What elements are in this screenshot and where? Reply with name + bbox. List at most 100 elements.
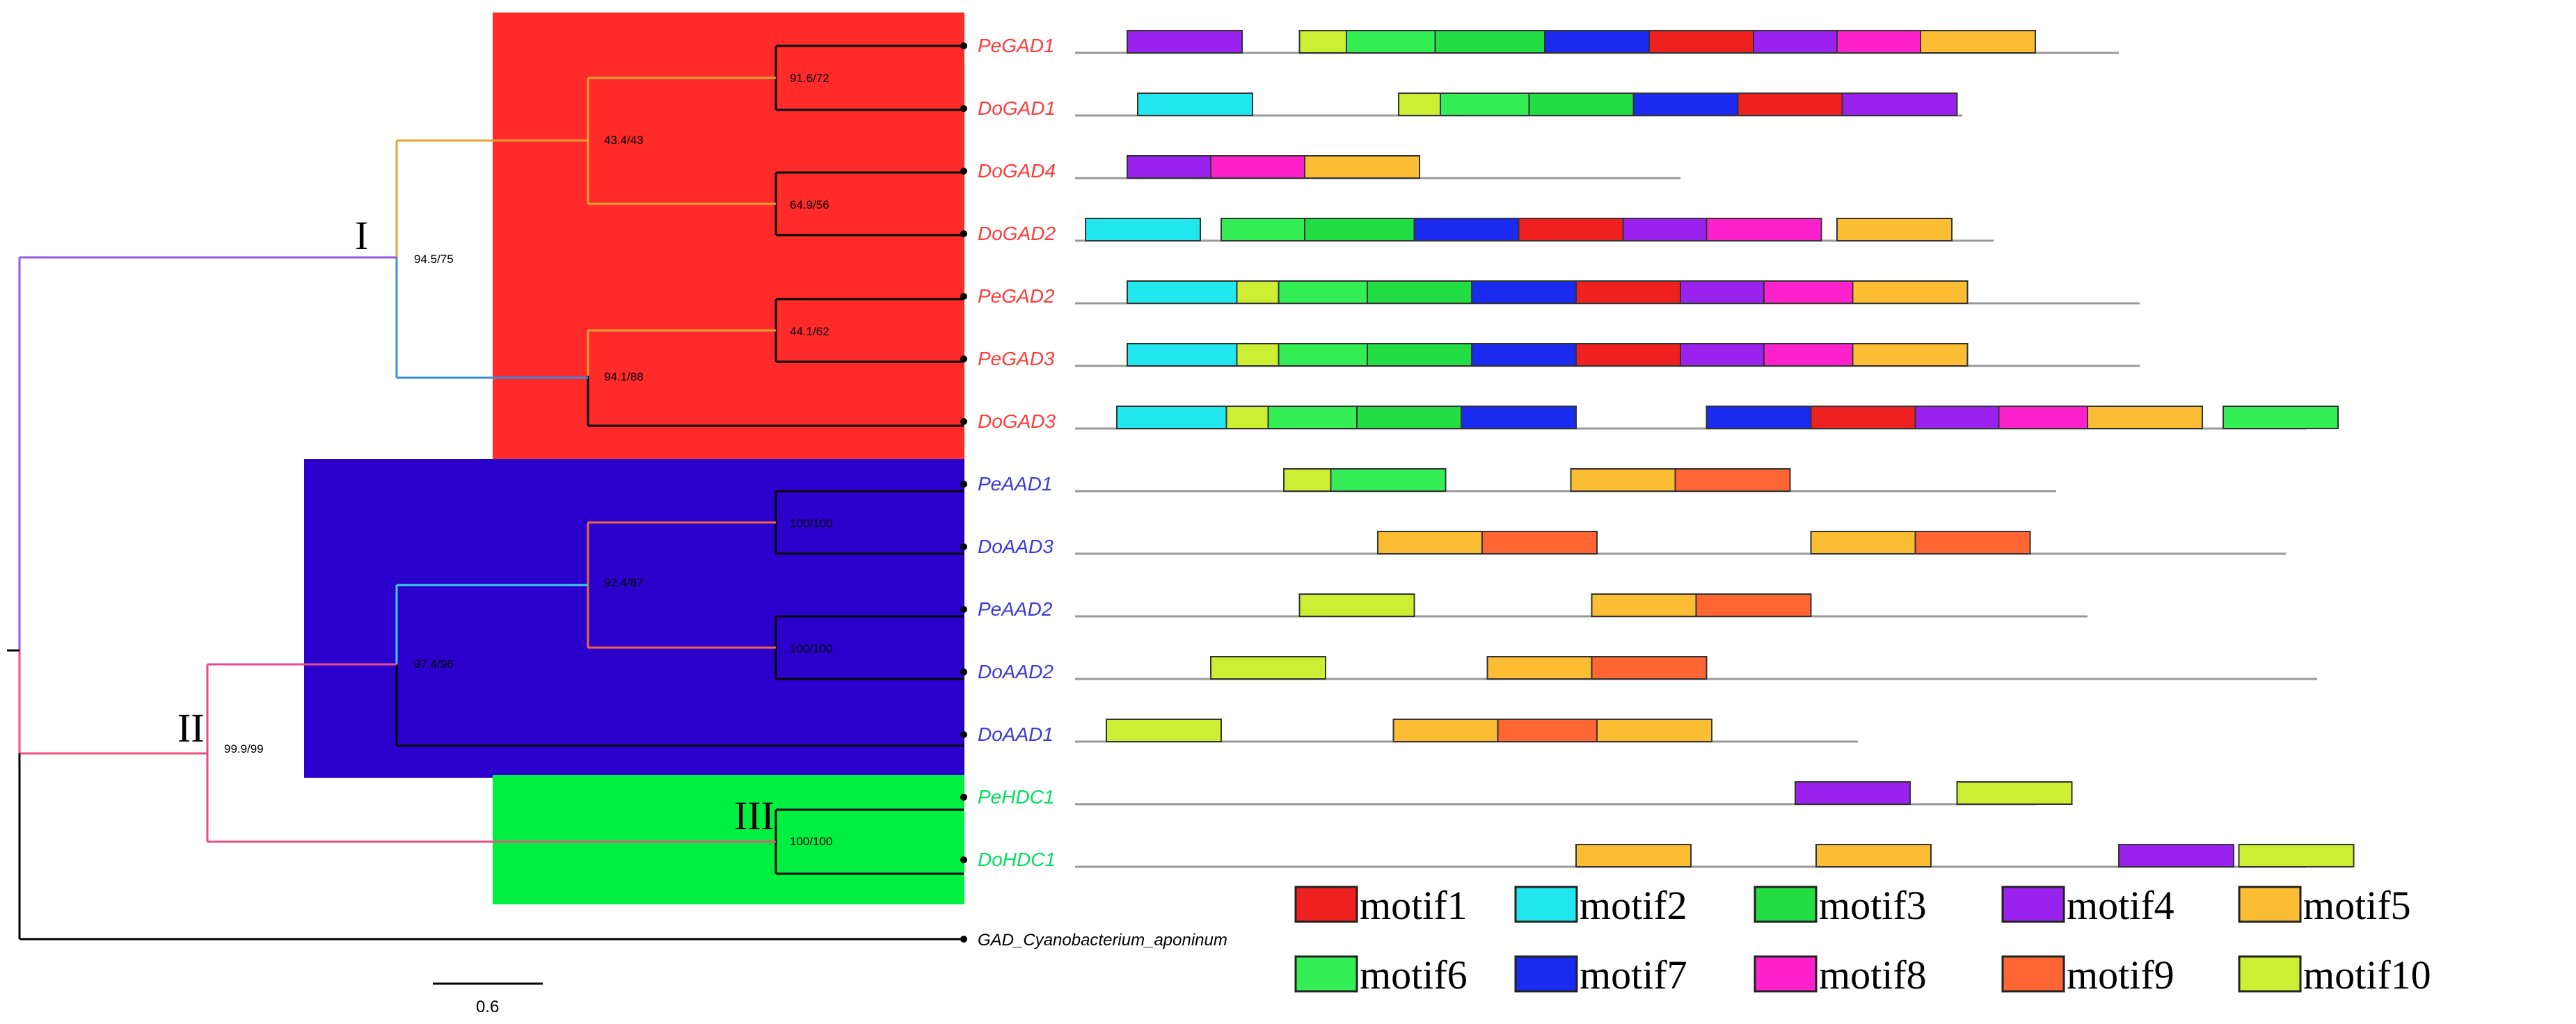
motif-block-1 — [1810, 406, 1927, 429]
motif-block-10 — [1210, 656, 1326, 680]
legend-item-motif10: motif10 — [2238, 952, 2431, 998]
motif-block-5 — [1852, 343, 1969, 367]
motif-block-3 — [1367, 280, 1483, 304]
motif-block-10 — [2238, 844, 2355, 867]
motif-legend: motif1 motif2 motif3 motif4 motif5 motif6 moti… — [1294, 883, 2431, 998]
motif-block-9 — [1591, 656, 1708, 680]
sequence-label: PeHDC1 — [978, 786, 1054, 808]
tip-dot — [960, 731, 967, 738]
clade-label-ii: II — [177, 705, 205, 751]
motif-block-1 — [1575, 343, 1692, 367]
motif-block-3 — [1367, 343, 1483, 367]
tip-dot — [960, 856, 967, 863]
motif-block-5 — [1392, 719, 1509, 742]
legend-swatch — [2001, 955, 2065, 993]
motif-block-5 — [1836, 218, 1953, 241]
sequence-label: DoHDC1 — [978, 849, 1056, 870]
sequence-label: PeGAD1 — [978, 35, 1055, 56]
motif-block-6 — [1330, 468, 1447, 492]
motif-block-5 — [1810, 531, 1927, 554]
motif-block-7 — [1632, 93, 1749, 116]
motif-block-2 — [1127, 280, 1243, 304]
support-value: 94.5/75 — [414, 253, 454, 266]
legend-swatch — [1294, 886, 1358, 923]
motif-block-1 — [1518, 218, 1635, 241]
tip-dot — [960, 606, 967, 613]
motif-block-3 — [1434, 30, 1551, 54]
sequence-label: GAD_Cyanobacterium_aponinum — [978, 931, 1227, 950]
sequence-label: DoAAD1 — [978, 723, 1054, 745]
tip-dot — [960, 543, 967, 550]
legend-label: motif6 — [1360, 952, 1468, 998]
sequence-row: DoAAD1 — [960, 719, 1858, 745]
legend-label: motif2 — [1580, 883, 1687, 928]
clade-label-i: I — [355, 213, 368, 258]
scale-bar-label: 0.6 — [476, 998, 499, 1016]
motif-block-1 — [1648, 30, 1765, 54]
motif-block-5 — [1377, 531, 1493, 554]
sequence-row: PeGAD1 — [960, 30, 2119, 56]
motif-block-9 — [1695, 593, 1812, 617]
branch-97b — [395, 664, 964, 747]
legend-item-motif7: motif7 — [1514, 952, 1687, 998]
motif-block-5 — [1570, 468, 1687, 492]
motif-block-5 — [2087, 406, 2203, 429]
tip-dot — [960, 293, 967, 300]
sequence-label: DoGAD3 — [978, 410, 1056, 432]
sequence-row: DoGAD1 — [960, 93, 1962, 119]
motif-block-8 — [1706, 218, 1822, 241]
tip-dot — [960, 794, 967, 801]
legend-item-motif4: motif4 — [2001, 883, 2175, 928]
legend-swatch — [2238, 886, 2302, 923]
motif-block-2 — [1127, 343, 1243, 367]
motif-block-7 — [1413, 218, 1530, 241]
scale-bar: 0.6 — [433, 982, 543, 1016]
support-value: 91.6/72 — [790, 72, 829, 85]
motif-block-5 — [1304, 155, 1420, 179]
tip-dot — [960, 355, 967, 362]
tree-branches — [7, 45, 964, 941]
sequence-label: DoAAD2 — [978, 661, 1054, 682]
sequence-rows: PeGAD1 DoGAD1 DoGAD4 DoGAD2 PeGAD2 PeGAD3 DoGA… — [960, 30, 2355, 950]
sequence-label: DoGAD1 — [978, 97, 1056, 119]
tip-dot — [960, 42, 967, 49]
tip-dot — [960, 168, 967, 175]
motif-block-10 — [1106, 719, 1222, 742]
motif-block-1 — [1737, 93, 1854, 116]
motif-block-4 — [1841, 93, 1958, 116]
motif-block-10 — [1298, 593, 1415, 617]
sequence-row: PeGAD3 — [960, 343, 2140, 369]
branch-root-top — [18, 256, 397, 650]
sequence-label: DoGAD4 — [978, 160, 1056, 182]
motif-block-2 — [1137, 93, 1253, 116]
motif-block-7 — [1461, 406, 1577, 429]
motif-block-3 — [1356, 406, 1472, 429]
legend-swatch — [2001, 886, 2065, 923]
motif-block-7 — [1706, 406, 1822, 429]
motif-block-2 — [1116, 406, 1232, 429]
branch-43-h2 — [587, 141, 776, 205]
motif-block-9 — [1914, 531, 2031, 554]
legend-label: motif8 — [1819, 952, 1927, 998]
legend-item-motif2: motif2 — [1514, 883, 1687, 928]
legend-swatch — [1754, 886, 1818, 923]
legend-label: motif3 — [1819, 883, 1927, 928]
sequence-label: PeAAD1 — [978, 473, 1052, 495]
tip-dot — [960, 230, 967, 237]
legend-label: motif5 — [2303, 883, 2411, 928]
legend-item-motif6: motif6 — [1294, 952, 1468, 998]
branch-97 — [395, 584, 588, 664]
tip-dot — [960, 481, 967, 488]
support-value: 100/100 — [790, 835, 832, 848]
support-value: 64.9/56 — [790, 198, 829, 211]
sequence-label: PeGAD2 — [978, 285, 1055, 307]
motif-block-3 — [1528, 93, 1645, 116]
motif-block-2 — [1085, 218, 1201, 241]
sequence-row: PeHDC1 — [960, 781, 2073, 808]
sequence-row: DoGAD2 — [960, 218, 1994, 244]
legend-label: motif4 — [2067, 883, 2175, 928]
clade-aad-box — [304, 459, 964, 778]
legend-label: motif9 — [2067, 952, 2175, 998]
motif-block-7 — [1471, 343, 1587, 367]
sequence-row: PeAAD1 — [960, 468, 2056, 495]
